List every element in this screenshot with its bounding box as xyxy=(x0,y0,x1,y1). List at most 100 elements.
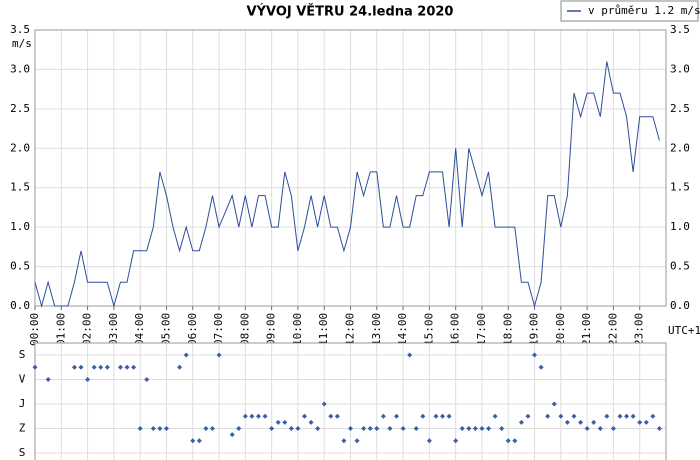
direction-point xyxy=(420,413,426,419)
y-tick-label: 1.0 xyxy=(10,220,30,233)
y-tick-label: S xyxy=(19,446,26,459)
direction-point xyxy=(249,413,255,419)
legend-box xyxy=(560,0,699,22)
direction-point xyxy=(348,426,353,431)
direction-point xyxy=(361,426,367,431)
direction-point xyxy=(532,352,538,358)
y-tick-label: 3.5 xyxy=(10,23,30,36)
plot-border xyxy=(34,29,667,307)
direction-point xyxy=(117,364,123,370)
chart-title: VÝVOJ VĚTRU 24.ledna 2020 xyxy=(247,4,454,20)
y-tick-label: 1.5 xyxy=(10,181,30,194)
direction-point xyxy=(242,413,248,419)
direction-point xyxy=(492,413,498,419)
direction-point xyxy=(216,352,222,358)
direction-point xyxy=(433,413,439,419)
x-tick-label: 01:00 xyxy=(54,313,67,346)
legend-label: v průměru 1.2 m/s xyxy=(588,4,700,17)
direction-point xyxy=(288,426,294,431)
x-tick-label: 04:00 xyxy=(133,313,146,346)
y-tick-label: 2.5 xyxy=(10,102,30,115)
direction-point xyxy=(236,426,242,431)
direction-point xyxy=(131,364,137,370)
direction-point xyxy=(538,364,544,370)
direction-point xyxy=(203,426,209,431)
y-axis-label: m/s xyxy=(12,37,32,50)
x-tick-label: 05:00 xyxy=(159,313,172,346)
direction-point xyxy=(282,419,288,425)
direction-point xyxy=(499,426,505,431)
direction-point xyxy=(650,413,656,419)
x-tick-label: 12:00 xyxy=(344,313,357,346)
x-tick-label: 08:00 xyxy=(238,313,251,346)
direction-point xyxy=(597,426,603,431)
direction-point xyxy=(341,438,347,444)
direction-point xyxy=(91,364,97,370)
x-tick-label: 07:00 xyxy=(212,313,225,346)
direction-point xyxy=(643,419,649,425)
direction-point xyxy=(400,426,406,431)
direction-point xyxy=(183,352,189,358)
line-series xyxy=(34,61,660,308)
direction-point xyxy=(71,364,77,370)
direction-point xyxy=(255,413,261,419)
direction-point xyxy=(394,413,400,419)
x-tick-label: 19:00 xyxy=(528,313,541,346)
x-axis-label: UTC+1 xyxy=(668,324,700,337)
x-tick-label: 22:00 xyxy=(606,313,619,346)
y-tick-label-right: 0.0 xyxy=(670,299,690,312)
direction-point xyxy=(354,438,360,444)
x-tick-label: 13:00 xyxy=(370,313,383,346)
direction-point xyxy=(440,413,446,419)
direction-point xyxy=(229,432,235,438)
direction-point xyxy=(190,438,196,444)
direction-point xyxy=(144,377,150,382)
direction-point xyxy=(32,364,38,370)
x-tick-label: 14:00 xyxy=(396,313,409,346)
direction-point xyxy=(591,419,597,425)
x-tick-label: 15:00 xyxy=(422,313,435,346)
y-tick-label-right: 3.5 xyxy=(670,23,690,36)
direction-point xyxy=(301,413,307,419)
direction-point xyxy=(551,401,557,407)
y-tick-label-right: 3.0 xyxy=(670,62,690,75)
x-tick-label: 00:00 xyxy=(28,313,41,346)
direction-point xyxy=(137,426,143,431)
direction-point xyxy=(45,377,51,382)
direction-point xyxy=(512,438,518,444)
y-tick-label: 0.5 xyxy=(10,260,30,273)
y-tick-label: S xyxy=(19,348,26,361)
direction-point xyxy=(177,364,183,370)
y-tick-label-right: 2.0 xyxy=(670,141,690,154)
direction-point xyxy=(446,413,452,419)
direction-point xyxy=(479,426,485,431)
direction-point xyxy=(584,426,590,431)
x-tick-label: 17:00 xyxy=(475,313,488,346)
direction-point xyxy=(525,413,531,419)
direction-point xyxy=(98,364,104,370)
direction-point xyxy=(157,426,163,431)
x-tick-label: 21:00 xyxy=(580,313,593,346)
x-tick-label: 06:00 xyxy=(186,313,199,346)
y-tick-label: V xyxy=(19,373,26,386)
y-tick-label: 0.0 xyxy=(10,299,30,312)
direction-point xyxy=(624,413,630,419)
direction-point xyxy=(262,413,268,419)
direction-point xyxy=(308,419,314,425)
direction-point xyxy=(196,438,202,444)
direction-point xyxy=(295,426,301,431)
direction-point xyxy=(472,426,478,431)
y-tick-label: Z xyxy=(19,422,26,435)
plot-border xyxy=(34,342,667,460)
direction-point xyxy=(558,413,564,419)
direction-point xyxy=(269,426,275,431)
y-tick-label: 3.0 xyxy=(10,62,30,75)
y-tick-label-right: 2.5 xyxy=(670,102,690,115)
direction-point xyxy=(610,426,616,431)
direction-point xyxy=(578,419,584,425)
direction-point xyxy=(150,426,156,431)
direction-point xyxy=(637,419,643,425)
direction-point xyxy=(163,426,169,431)
x-tick-label: 18:00 xyxy=(501,313,514,346)
direction-point xyxy=(518,419,524,425)
